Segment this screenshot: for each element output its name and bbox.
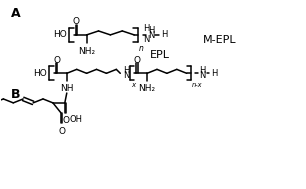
Text: EPL: EPL xyxy=(150,50,170,60)
Text: H: H xyxy=(161,30,167,39)
Text: H: H xyxy=(211,69,218,78)
Text: N: N xyxy=(200,71,206,80)
Text: O: O xyxy=(62,116,69,125)
Text: O: O xyxy=(53,56,60,64)
Text: H: H xyxy=(123,66,130,75)
Text: B: B xyxy=(11,88,21,101)
Text: OH: OH xyxy=(70,115,83,124)
Text: n: n xyxy=(139,44,144,53)
Text: HO: HO xyxy=(33,69,47,78)
Text: N: N xyxy=(123,71,130,80)
Text: HO: HO xyxy=(53,30,67,39)
Text: O: O xyxy=(73,17,80,26)
Text: O: O xyxy=(58,126,65,136)
Text: H: H xyxy=(148,26,155,36)
Text: N: N xyxy=(148,31,155,40)
Text: O: O xyxy=(133,56,140,64)
Text: x: x xyxy=(131,82,135,88)
Text: M-EPL: M-EPL xyxy=(203,35,236,45)
Text: NH₂: NH₂ xyxy=(139,84,156,93)
Text: A: A xyxy=(11,7,21,20)
Text: H: H xyxy=(200,66,206,75)
Text: NH₂: NH₂ xyxy=(78,47,95,56)
Text: NH: NH xyxy=(60,84,73,93)
Text: n-x: n-x xyxy=(192,82,202,88)
Text: H
N: H N xyxy=(143,24,149,44)
